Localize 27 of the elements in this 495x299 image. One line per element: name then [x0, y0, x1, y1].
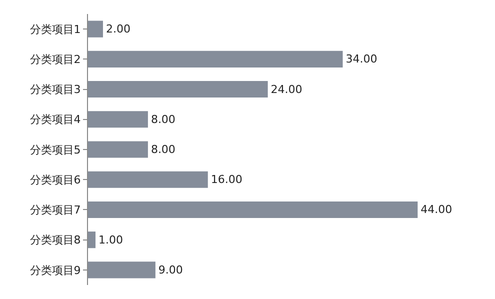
- bar: [88, 201, 418, 218]
- data-label: 2.00: [106, 22, 130, 36]
- data-label: 16.00: [210, 173, 242, 186]
- data-label: 1.00: [98, 233, 123, 246]
- bar: [88, 141, 148, 158]
- bar: [88, 81, 268, 98]
- data-label: 34.00: [346, 52, 378, 66]
- y-tick-label: 分类项目9: [30, 264, 81, 277]
- bar: [88, 111, 148, 128]
- y-tick-label: 分类项目6: [30, 173, 81, 186]
- bar: [88, 262, 156, 278]
- y-tick-label: 分类项目1: [30, 22, 81, 36]
- y-tick-label: 分类项目2: [30, 53, 81, 66]
- bar: [88, 232, 96, 248]
- bar: [88, 20, 103, 38]
- data-label: 44.00: [420, 203, 452, 216]
- data-label: 8.00: [150, 143, 176, 156]
- bar: [88, 171, 208, 188]
- data-label: 8.00: [150, 112, 176, 126]
- y-tick-label: 分类项目3: [30, 83, 81, 96]
- y-tick-label: 分类项目4: [30, 113, 81, 126]
- bar: [88, 50, 343, 68]
- y-tick-label: 分类项目5: [30, 143, 81, 156]
- data-label: 24.00: [270, 82, 302, 96]
- y-tick-label: 分类项目7: [30, 204, 81, 217]
- data-label: 9.00: [158, 263, 183, 276]
- y-tick-label: 分类项目8: [30, 234, 81, 247]
